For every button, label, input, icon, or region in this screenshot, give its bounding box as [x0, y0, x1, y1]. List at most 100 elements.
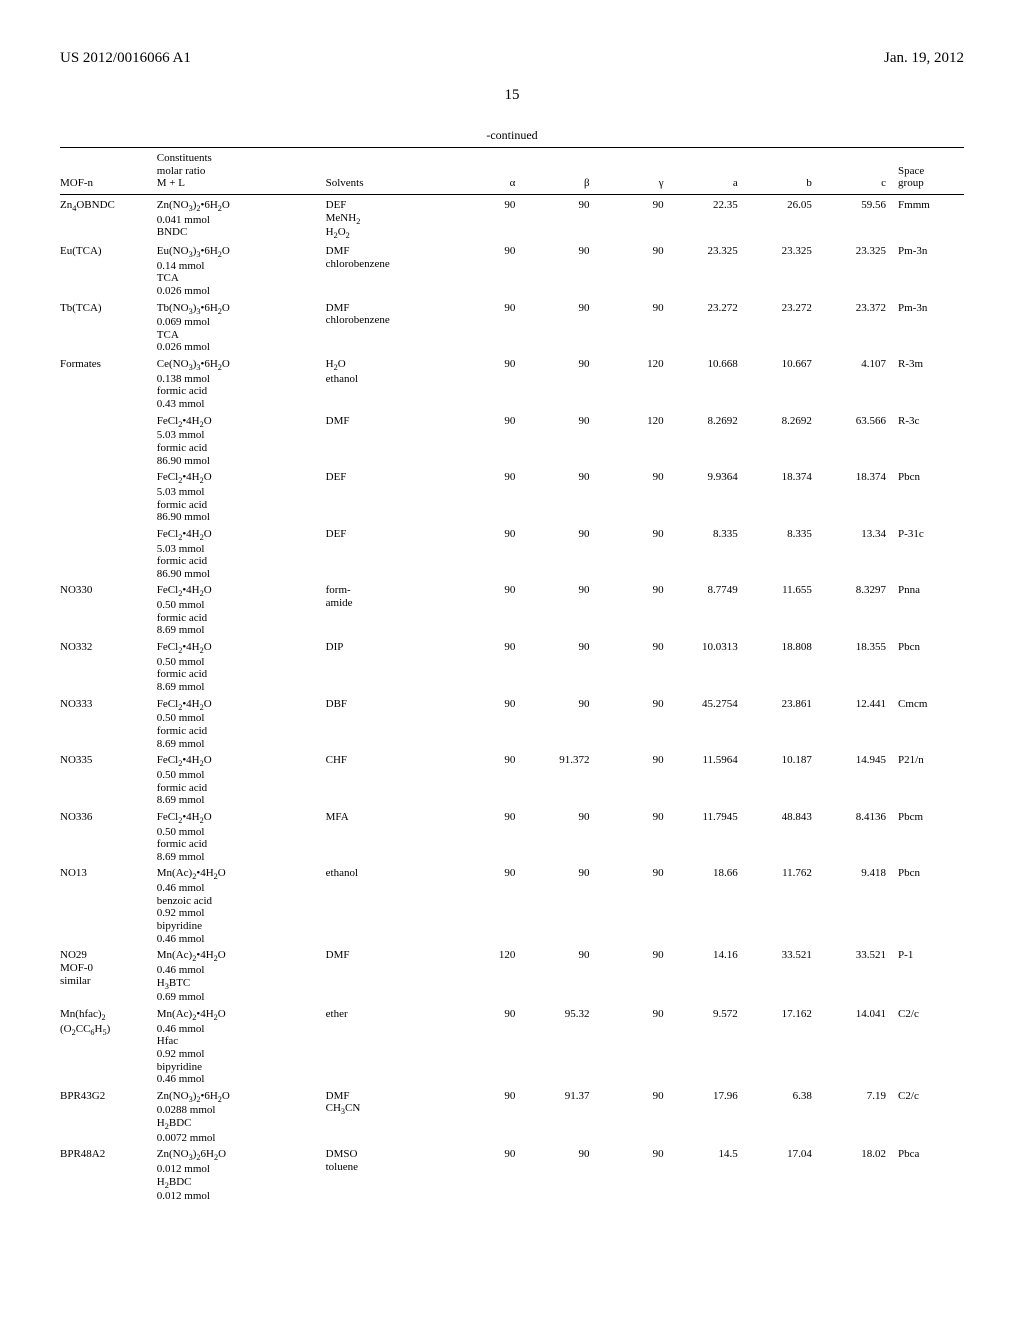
- cell-mof: Formates: [60, 356, 157, 413]
- cell-sg: Pbcm: [898, 809, 964, 866]
- cell-beta: 90: [527, 526, 601, 583]
- cell-gamma: 90: [602, 300, 676, 357]
- cell-beta: 90: [527, 413, 601, 470]
- cell-solv: MFA: [326, 809, 454, 866]
- cell-solv: DMFchlorobenzene: [326, 243, 454, 300]
- cell-a: 9.572: [676, 1006, 750, 1088]
- cell-a: 14.5: [676, 1146, 750, 1205]
- table-row: NO333FeCl2•4H2O0.50 mmolformic acid8.69 …: [60, 696, 964, 753]
- cell-mof: NO332: [60, 639, 157, 696]
- cell-b: 23.861: [750, 696, 824, 753]
- page-number: 15: [60, 87, 964, 104]
- table-row: FormatesCe(NO3)3•6H2O0.138 mmolformic ac…: [60, 356, 964, 413]
- cell-mof: BPR48A2: [60, 1146, 157, 1205]
- cell-gamma: 90: [602, 752, 676, 809]
- cell-alpha: 90: [453, 526, 527, 583]
- cell-gamma: 90: [602, 582, 676, 639]
- cell-gamma: 120: [602, 356, 676, 413]
- cell-const: FeCl2•4H2O5.03 mmolformic acid86.90 mmol: [157, 413, 326, 470]
- cell-b: 6.38: [750, 1088, 824, 1147]
- cell-mof: BPR43G2: [60, 1088, 157, 1147]
- cell-b: 17.162: [750, 1006, 824, 1088]
- cell-sg: Pbcn: [898, 639, 964, 696]
- cell-b: 11.655: [750, 582, 824, 639]
- cell-c: 8.4136: [824, 809, 898, 866]
- cell-sg: R-3c: [898, 413, 964, 470]
- table-row: Tb(TCA)Tb(NO3)3•6H2O0.069 mmolTCA0.026 m…: [60, 300, 964, 357]
- col-alpha: α: [453, 148, 527, 195]
- col-b: b: [750, 148, 824, 195]
- cell-sg: Pbcn: [898, 865, 964, 947]
- cell-b: 48.843: [750, 809, 824, 866]
- cell-sg: C2/c: [898, 1006, 964, 1088]
- col-c: c: [824, 148, 898, 195]
- cell-const: FeCl2•4H2O0.50 mmolformic acid8.69 mmol: [157, 639, 326, 696]
- cell-alpha: 90: [453, 356, 527, 413]
- col-gamma: γ: [602, 148, 676, 195]
- cell-alpha: 90: [453, 413, 527, 470]
- cell-sg: Pm-3n: [898, 243, 964, 300]
- col-solvents: Solvents: [326, 148, 454, 195]
- cell-const: Ce(NO3)3•6H2O0.138 mmolformic acid0.43 m…: [157, 356, 326, 413]
- cell-sg: Pm-3n: [898, 300, 964, 357]
- cell-beta: 90: [527, 947, 601, 1006]
- cell-sg: P-31c: [898, 526, 964, 583]
- cell-solv: DEFMeNH2H2O2: [326, 197, 454, 243]
- cell-b: 10.187: [750, 752, 824, 809]
- cell-mof: NO336: [60, 809, 157, 866]
- cell-sg: P-1: [898, 947, 964, 1006]
- cell-sg: P21/n: [898, 752, 964, 809]
- cell-b: 23.272: [750, 300, 824, 357]
- cell-gamma: 90: [602, 197, 676, 243]
- cell-const: FeCl2•4H2O0.50 mmolformic acid8.69 mmol: [157, 809, 326, 866]
- cell-gamma: 90: [602, 1088, 676, 1147]
- col-beta: β: [527, 148, 601, 195]
- cell-a: 10.668: [676, 356, 750, 413]
- cell-a: 23.325: [676, 243, 750, 300]
- cell-const: Mn(Ac)2•4H2O0.46 mmolHfac0.92 mmolbipyri…: [157, 1006, 326, 1088]
- cell-alpha: 90: [453, 300, 527, 357]
- continued-label: -continued: [60, 128, 964, 143]
- cell-solv: DEF: [326, 469, 454, 526]
- cell-alpha: 90: [453, 582, 527, 639]
- cell-sg: Pnna: [898, 582, 964, 639]
- cell-b: 18.374: [750, 469, 824, 526]
- table-row: FeCl2•4H2O5.03 mmolformic acid86.90 mmol…: [60, 469, 964, 526]
- cell-c: 14.945: [824, 752, 898, 809]
- cell-a: 11.5964: [676, 752, 750, 809]
- table-row: NO330FeCl2•4H2O0.50 mmolformic acid8.69 …: [60, 582, 964, 639]
- cell-solv: CHF: [326, 752, 454, 809]
- cell-gamma: 90: [602, 809, 676, 866]
- cell-mof: [60, 526, 157, 583]
- cell-beta: 90: [527, 197, 601, 243]
- cell-alpha: 90: [453, 243, 527, 300]
- cell-beta: 90: [527, 696, 601, 753]
- cell-solv: H2Oethanol: [326, 356, 454, 413]
- cell-alpha: 90: [453, 1088, 527, 1147]
- col-a: a: [676, 148, 750, 195]
- cell-gamma: 90: [602, 1006, 676, 1088]
- cell-c: 33.521: [824, 947, 898, 1006]
- running-header: US 2012/0016066 A1 Jan. 19, 2012: [60, 50, 964, 67]
- cell-a: 17.96: [676, 1088, 750, 1147]
- mof-table: MOF-n Constituents molar ratio M + L Sol…: [60, 147, 964, 1205]
- cell-const: FeCl2•4H2O0.50 mmolformic acid8.69 mmol: [157, 752, 326, 809]
- table-row: Eu(TCA)Eu(NO3)3•6H2O0.14 mmolTCA0.026 mm…: [60, 243, 964, 300]
- cell-gamma: 90: [602, 947, 676, 1006]
- cell-c: 14.041: [824, 1006, 898, 1088]
- cell-a: 8.7749: [676, 582, 750, 639]
- table-row: NO335FeCl2•4H2O0.50 mmolformic acid8.69 …: [60, 752, 964, 809]
- cell-a: 45.2754: [676, 696, 750, 753]
- cell-c: 13.34: [824, 526, 898, 583]
- cell-solv: DBF: [326, 696, 454, 753]
- cell-beta: 90: [527, 356, 601, 413]
- cell-c: 18.374: [824, 469, 898, 526]
- cell-beta: 91.37: [527, 1088, 601, 1147]
- cell-beta: 90: [527, 809, 601, 866]
- cell-gamma: 90: [602, 526, 676, 583]
- cell-alpha: 90: [453, 1146, 527, 1205]
- cell-b: 11.762: [750, 865, 824, 947]
- cell-beta: 90: [527, 1146, 601, 1205]
- cell-solv: ethanol: [326, 865, 454, 947]
- cell-alpha: 90: [453, 752, 527, 809]
